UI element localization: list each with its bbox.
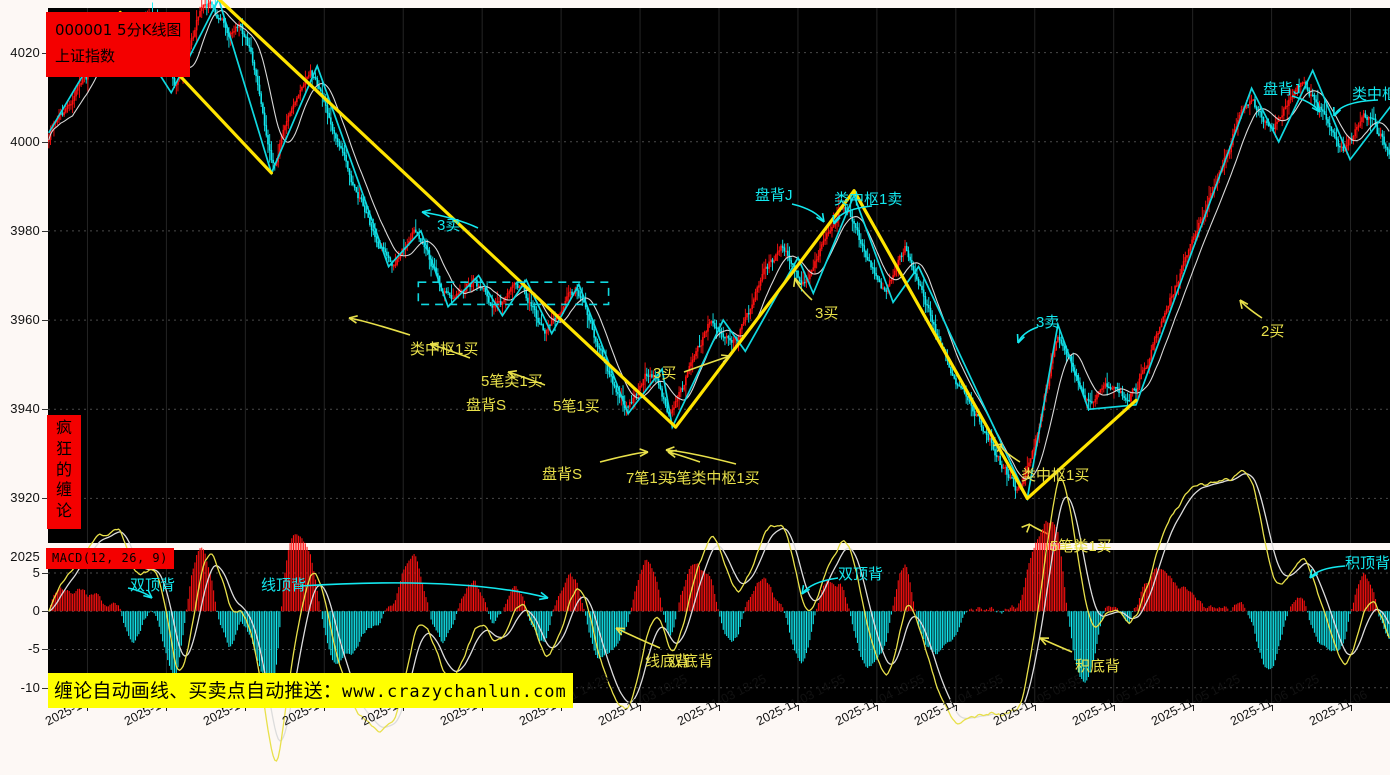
macd-y-tickmark (42, 649, 48, 651)
annotation-price-10: 类中枢1卖 (834, 191, 903, 208)
annotation-price-6: 7笔1买 (626, 470, 673, 487)
chart-title-code: 000001 5分K线图 (55, 21, 182, 39)
annotation-macd-1: 线顶背 (261, 577, 307, 594)
price-y-tickmark (42, 320, 48, 322)
chart-title-box: 000001 5分K线图 上证指数 (46, 12, 191, 77)
macd-y-tick--5: -5 (28, 641, 40, 657)
annotation-macd-0: 双顶背 (130, 577, 176, 594)
price-y-tickmark (42, 230, 48, 232)
annotation-price-8: 3买 (653, 365, 677, 382)
vertical-brand-char-3: 缠 (55, 482, 72, 500)
annotation-price-16: 盘背J (1263, 81, 1301, 98)
chart-title-name: 上证指数 (55, 47, 116, 66)
price-chart-panel[interactable] (48, 0, 1390, 543)
x-tickmark (1113, 705, 1115, 711)
annotation-price-15: 2买 (1261, 323, 1285, 340)
price-y-tickmark (42, 409, 48, 411)
macd-indicator-label: MACD(12, 26, 9) (46, 548, 174, 569)
vertical-brand-box: 疯狂的缠论 (47, 415, 81, 529)
x-tickmark (1271, 705, 1273, 711)
price-y-tick-3920: 3920 (10, 490, 40, 506)
x-tickmark (87, 705, 89, 711)
x-tickmark (719, 705, 720, 711)
x-tickmark (561, 705, 563, 711)
annotation-macd-4: 双顶背 (838, 566, 884, 583)
annotation-price-0: 3卖 (437, 217, 461, 234)
macd-y-tick-0: 0 (32, 603, 40, 619)
promo-banner-text: 缠论自动画线、买卖点自动推送： (54, 681, 343, 702)
x-tickmark (876, 705, 878, 711)
annotation-price-9: 盘背J (755, 187, 793, 204)
price-y-tick-4020: 4020 (10, 44, 40, 60)
annotation-price-14: 5笔类1买 (1050, 538, 1112, 555)
annotation-price-17: 类中枢1卖 (1352, 86, 1390, 103)
annotation-macd-6: 积底背 (1075, 658, 1121, 675)
annotation-macd-2: 线底背 (645, 653, 691, 670)
annotation-price-7: 5笔类中枢1买 (668, 470, 760, 487)
macd-y-tickmark (42, 687, 48, 689)
annotation-macd-3: 双底背 (668, 653, 714, 670)
macd-y-tick-5: 5 (32, 564, 40, 580)
annotation-price-3: 盘背S (466, 397, 507, 414)
macd-y-tickmark (42, 611, 48, 613)
price-y-tickmark (42, 52, 48, 54)
annotation-price-12: 3卖 (1036, 314, 1060, 331)
annotation-price-4: 5笔1买 (553, 398, 600, 415)
macd-y-tick--10: -10 (20, 679, 40, 695)
annotation-price-13: 类中枢1买 (1021, 467, 1090, 484)
price-y-tickmark (42, 141, 48, 143)
x-tickmark (403, 705, 405, 711)
vertical-brand-char-4: 论 (55, 503, 72, 521)
x-tickmark (640, 705, 642, 711)
macd-y-tickmark (42, 572, 48, 574)
vertical-brand-char-1: 狂 (55, 440, 72, 458)
annotation-price-2: 5笔类1买 (481, 373, 543, 390)
x-tickmark (482, 705, 484, 711)
x-tickmark (1192, 705, 1194, 711)
vertical-brand-char-2: 的 (55, 461, 72, 479)
annotation-price-11: 3买 (815, 305, 839, 322)
x-tickmark (797, 705, 799, 711)
x-tickmark (1350, 705, 1352, 711)
x-tickmark (245, 705, 247, 711)
promo-banner[interactable]: 缠论自动画线、买卖点自动推送：www.crazychanlun.com (48, 673, 573, 708)
x-tickmark (324, 705, 326, 711)
macd-indicator-text: MACD(12, 26, 9) (52, 551, 168, 565)
x-tickmark (1034, 705, 1036, 711)
x-tickmark (166, 705, 168, 711)
price-y-tick-3940: 3940 (10, 401, 40, 417)
macd-y-tick-2025: 2025 (10, 549, 40, 564)
x-tickmark (955, 705, 957, 711)
annotation-price-5: 盘背S (542, 466, 583, 483)
vertical-brand-char-0: 疯 (55, 420, 72, 437)
price-y-tickmark (42, 498, 48, 500)
price-y-tick-4000: 4000 (10, 133, 40, 149)
price-chart-canvas (48, 0, 1390, 543)
price-y-tick-3960: 3960 (10, 312, 40, 328)
annotation-price-1: 类中枢1买 (410, 341, 479, 358)
price-y-tick-3980: 3980 (10, 222, 40, 238)
promo-banner-url[interactable]: www.crazychanlun.com (342, 682, 567, 702)
annotation-macd-5: 积顶背 (1345, 555, 1390, 572)
